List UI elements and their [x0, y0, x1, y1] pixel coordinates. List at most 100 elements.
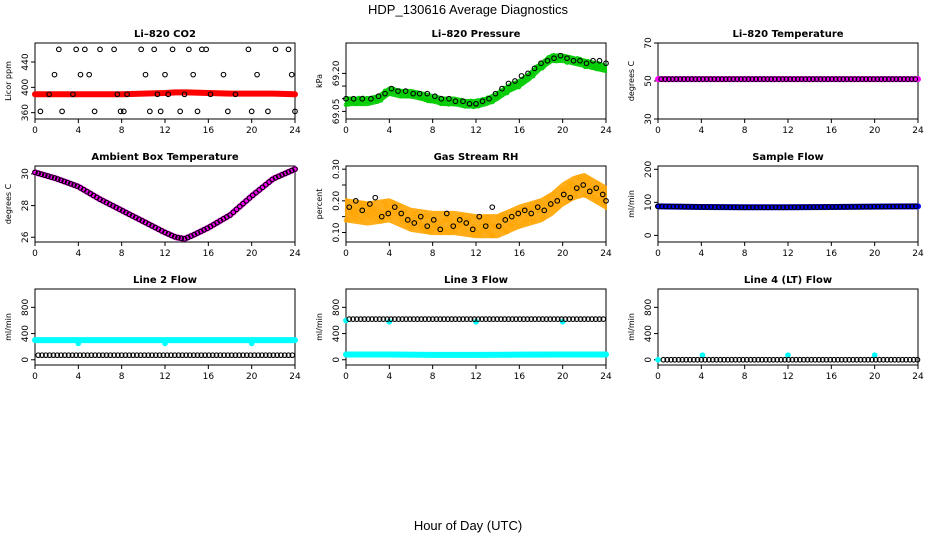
data-point [292, 108, 298, 115]
data-point [479, 316, 485, 322]
data-point [681, 76, 687, 82]
x-tick-label: 12 [470, 249, 481, 259]
data-point [669, 76, 676, 82]
data-point [554, 316, 561, 322]
data-point [520, 220, 526, 226]
data-point [810, 204, 817, 210]
data-point [54, 352, 61, 359]
x-tick-label: 16 [826, 126, 838, 136]
data-point [511, 221, 517, 227]
data-point [499, 85, 505, 92]
data-point [141, 352, 148, 359]
data-point [443, 210, 450, 217]
data-point [248, 108, 255, 115]
data-point [360, 200, 366, 206]
data-point [157, 108, 164, 115]
data-point [502, 216, 509, 223]
data-point [424, 90, 431, 97]
data-point [495, 223, 502, 230]
x-tick-label: 4 [698, 249, 704, 259]
data-point [516, 224, 522, 229]
data-point [589, 316, 595, 322]
data-point [512, 217, 518, 223]
data-point [490, 99, 496, 104]
data-point [912, 76, 919, 82]
data-point [506, 214, 511, 220]
data-point [149, 352, 155, 359]
data-point [410, 90, 417, 97]
data-point [581, 316, 588, 322]
data-point [584, 192, 589, 197]
data-point [255, 352, 262, 359]
data-point [709, 356, 716, 363]
data-point [126, 352, 133, 359]
data-point [236, 352, 243, 359]
x-tick-label: 12 [782, 372, 793, 382]
data-point [599, 191, 606, 198]
data-point [411, 220, 418, 226]
y-tick-label: 360 [21, 104, 31, 121]
data-point [69, 352, 76, 359]
data-point [768, 204, 775, 211]
data-point [382, 90, 388, 97]
y-tick-label: 0 [644, 232, 654, 238]
data-point [530, 73, 536, 79]
data-point [699, 352, 706, 359]
x-tick-label: 16 [203, 372, 215, 382]
data-point [433, 316, 440, 322]
data-point [188, 233, 194, 239]
data-point [77, 352, 83, 359]
data-point [154, 91, 161, 98]
data-point [666, 203, 673, 210]
y-tick-label: 400 [332, 325, 342, 342]
x-tick-label: 0 [343, 249, 349, 259]
x-tick-label: 24 [289, 372, 301, 382]
data-point [91, 108, 98, 115]
data-point [58, 352, 64, 359]
data-point [505, 316, 512, 322]
data-point [687, 356, 693, 363]
data-point [675, 356, 682, 363]
data-point [292, 166, 298, 173]
data-point [190, 352, 197, 359]
x-tick-label: 12 [159, 249, 170, 259]
data-point [595, 181, 601, 186]
plot-title: Li–820 Pressure [432, 29, 521, 40]
data-point [84, 352, 91, 359]
x-tick-label: 24 [600, 372, 612, 382]
data-point [436, 220, 441, 226]
data-point [375, 93, 382, 100]
data-point [909, 203, 915, 210]
data-point [577, 57, 583, 64]
data-point [840, 204, 847, 210]
data-point [160, 352, 167, 359]
data-point [520, 316, 527, 322]
data-point [374, 217, 380, 222]
x-tick-label: 4 [698, 126, 704, 136]
data-point [823, 356, 830, 363]
data-point [816, 356, 822, 363]
data-point [431, 93, 438, 100]
data-point [463, 316, 470, 322]
data-point [525, 70, 531, 77]
data-point [168, 232, 175, 239]
x-tick-label: 8 [742, 249, 748, 259]
data-point [71, 182, 77, 188]
data-point [416, 90, 423, 97]
data-point [723, 204, 730, 211]
plot-title: Line 2 Flow [133, 275, 197, 286]
data-point [361, 316, 368, 322]
data-point [502, 85, 507, 91]
data-point [899, 356, 906, 363]
data-point [389, 207, 394, 213]
data-point [855, 76, 862, 82]
data-point [468, 98, 474, 104]
data-point [469, 226, 476, 233]
data-point [285, 169, 292, 175]
data-point [430, 216, 437, 223]
data-point [535, 316, 542, 322]
data-point [64, 179, 71, 186]
data-point [532, 316, 538, 322]
data-point [573, 316, 580, 322]
data-point [232, 91, 239, 98]
